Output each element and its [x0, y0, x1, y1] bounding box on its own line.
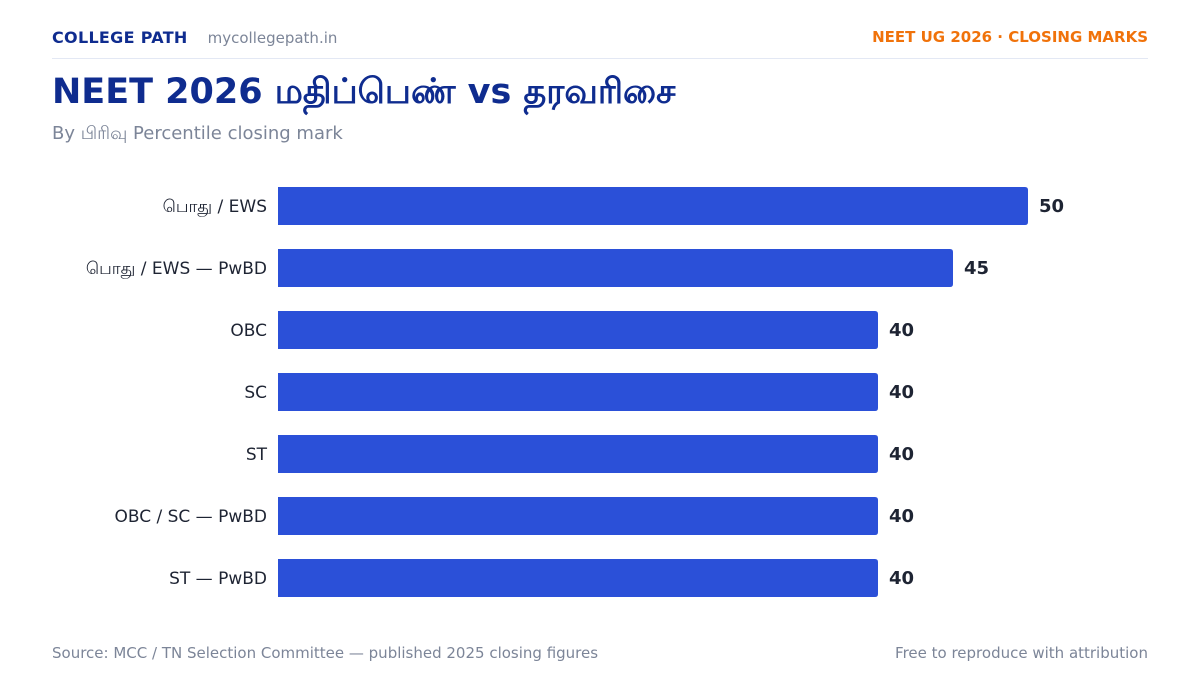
top-bar: COLLEGE PATH mycollegepath.in NEET UG 20…: [52, 26, 1148, 48]
category-label: OBC: [230, 321, 267, 341]
source-note: Source: MCC / TN Selection Committee — p…: [52, 644, 599, 662]
value-label: 50: [1039, 196, 1064, 217]
bar: [278, 187, 1028, 225]
brand-domain: mycollegepath.in: [207, 28, 338, 47]
value-label: 45: [964, 258, 989, 279]
value-label: 40: [889, 320, 914, 341]
chart-subtitle: By பிரிவு Percentile closing mark: [52, 123, 343, 144]
bar: [278, 311, 878, 349]
bar: [278, 559, 878, 597]
category-label: பொது / EWS: [163, 197, 267, 217]
brand-name: COLLEGE PATH: [52, 27, 188, 47]
license-note: Free to reproduce with attribution: [895, 644, 1148, 662]
value-label: 40: [889, 506, 914, 527]
category-label: ST: [246, 445, 268, 465]
brand-group: COLLEGE PATH mycollegepath.in: [52, 28, 337, 47]
bar: [278, 249, 953, 287]
category-label: OBC / SC — PwBD: [114, 507, 267, 527]
category-label: ST — PwBD: [169, 569, 267, 589]
bar: [278, 373, 878, 411]
bar: [278, 497, 878, 535]
value-label: 40: [889, 382, 914, 403]
category-label: SC: [244, 383, 267, 403]
footer: Source: MCC / TN Selection Committee — p…: [52, 644, 1148, 662]
bar: [278, 435, 878, 473]
value-label: 40: [889, 568, 914, 589]
value-label: 40: [889, 444, 914, 465]
header-divider: [52, 58, 1148, 59]
category-label: பொது / EWS — PwBD: [86, 259, 267, 279]
chart-title: NEET 2026 மதிப்பெண் vs தரவரிசை: [52, 72, 676, 112]
report-tag: NEET UG 2026 · CLOSING MARKS: [872, 28, 1148, 46]
